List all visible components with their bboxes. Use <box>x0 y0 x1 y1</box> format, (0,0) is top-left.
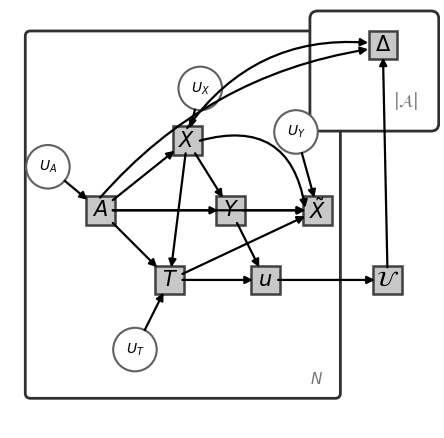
Text: $U_Y$: $U_Y$ <box>287 124 305 140</box>
Text: $U_T$: $U_T$ <box>126 341 144 358</box>
FancyBboxPatch shape <box>86 196 115 225</box>
FancyBboxPatch shape <box>251 265 280 294</box>
FancyBboxPatch shape <box>369 31 397 59</box>
FancyBboxPatch shape <box>25 31 341 398</box>
FancyBboxPatch shape <box>310 11 439 131</box>
Circle shape <box>178 67 222 110</box>
FancyBboxPatch shape <box>173 126 202 155</box>
Text: $U_A$: $U_A$ <box>39 159 57 175</box>
Text: $\tilde{X}$: $\tilde{X}$ <box>309 198 326 223</box>
FancyBboxPatch shape <box>303 196 332 225</box>
FancyBboxPatch shape <box>216 196 245 225</box>
Text: N: N <box>311 371 322 387</box>
Text: $\mathcal{U}$: $\mathcal{U}$ <box>376 270 399 290</box>
Text: $u$: $u$ <box>258 270 273 290</box>
Text: $Y$: $Y$ <box>222 200 239 220</box>
FancyBboxPatch shape <box>373 265 402 294</box>
Circle shape <box>26 145 70 188</box>
Text: $|\mathcal{A}|$: $|\mathcal{A}|$ <box>392 90 418 113</box>
FancyBboxPatch shape <box>155 265 184 294</box>
Circle shape <box>113 328 157 371</box>
Text: $A$: $A$ <box>92 200 108 220</box>
Text: $\Delta$: $\Delta$ <box>375 35 391 55</box>
Circle shape <box>274 110 318 154</box>
Text: $T$: $T$ <box>162 270 178 290</box>
Text: $U_X$: $U_X$ <box>191 80 210 97</box>
Text: $X$: $X$ <box>178 131 196 151</box>
